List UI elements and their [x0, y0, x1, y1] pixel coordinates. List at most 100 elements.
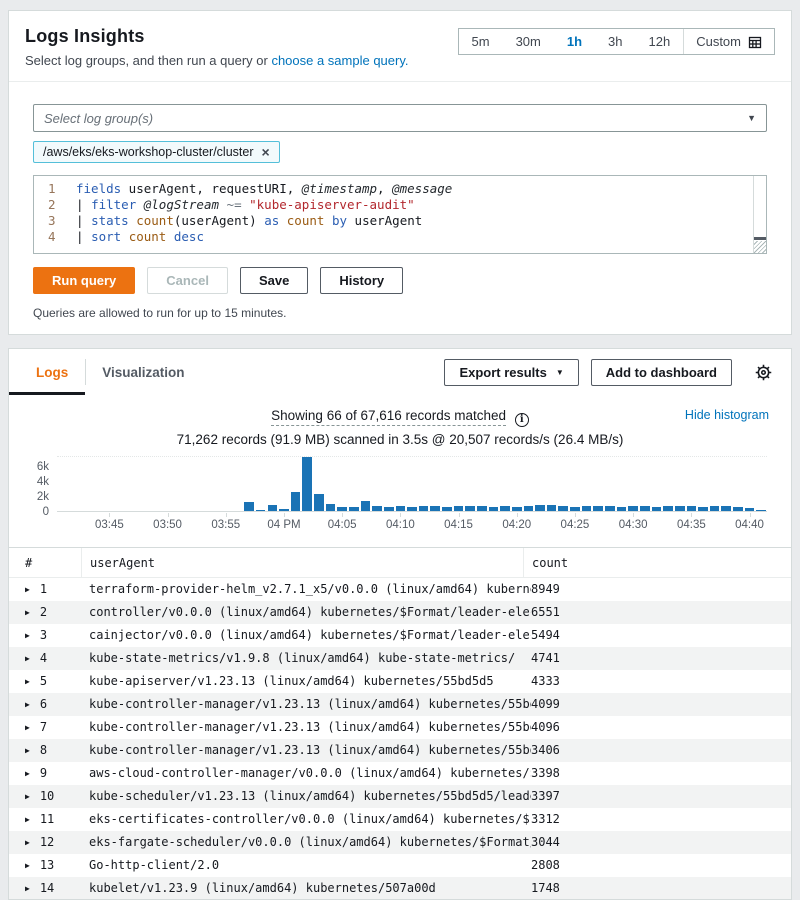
info-icon[interactable]: i — [514, 412, 529, 427]
column-header-index: # — [25, 555, 33, 570]
y-axis-label: 0 — [42, 505, 49, 518]
row-index: 6 — [39, 697, 48, 711]
query-editor[interactable]: 1 fields userAgent, requestURI, @timestam… — [33, 175, 767, 254]
expand-row-icon[interactable]: ▶ — [25, 722, 30, 732]
log-group-placeholder: Select log group(s) — [44, 110, 154, 126]
x-axis-label: 03:45 — [94, 518, 124, 531]
x-axis-tick — [458, 512, 460, 517]
line-number: 4 — [48, 229, 56, 244]
cell-count: 1748 — [531, 881, 560, 895]
results-histogram: 0 2k 4k 6k 03:45 03:50 03:55 04 PM 04:05 04:10 04… — [25, 455, 775, 536]
expand-row-icon[interactable]: ▶ — [25, 883, 30, 893]
sample-query-link[interactable]: choose a sample query. — [271, 53, 409, 68]
histogram-bar — [558, 505, 569, 511]
token-fn: count — [286, 213, 325, 228]
cell-count: 3397 — [531, 789, 560, 803]
results-panel: Logs Visualization Export results ▼ Add … — [8, 348, 792, 900]
editor-scrollbar[interactable] — [753, 176, 766, 253]
query-code: | filter @logStream ~= "kube-apiserver-a… — [76, 197, 752, 213]
log-group-select[interactable]: Select log group(s) ▼ — [33, 104, 767, 132]
query-code: fields userAgent, requestURI, @timestamp… — [76, 181, 752, 197]
token-st: "kube-apiserver-audit" — [249, 197, 415, 212]
histogram-bar — [570, 506, 580, 511]
token-tx: userAgent, requestURI, — [121, 181, 302, 196]
expand-row-icon[interactable]: ▶ — [25, 676, 30, 686]
hide-histogram-link[interactable]: Hide histogram — [684, 408, 769, 422]
expand-row-icon[interactable]: ▶ — [25, 630, 30, 640]
save-button[interactable]: Save — [239, 267, 309, 294]
cancel-button[interactable]: Cancel — [147, 267, 228, 294]
time-range-options: 5m 30m 1h 3h 12h — [459, 29, 684, 54]
line-number: 3 — [48, 213, 56, 228]
tab-visualization[interactable]: Visualization — [86, 349, 200, 395]
expand-row-icon[interactable]: ▶ — [25, 768, 30, 778]
expand-row-icon[interactable]: ▶ — [25, 860, 30, 870]
time-range-option-1h[interactable]: 1h — [566, 34, 583, 49]
column-header-count: count — [523, 547, 791, 578]
time-range-option-3h[interactable]: 3h — [608, 34, 623, 49]
settings-button[interactable] — [752, 361, 775, 384]
page-subtitle: Select log groups, and then run a query … — [25, 53, 458, 68]
query-code: | stats count(userAgent) as count by use… — [76, 213, 752, 229]
tab-logs[interactable]: Logs — [9, 349, 86, 395]
histogram-bar — [442, 506, 452, 511]
y-axis-label: 4k — [36, 475, 49, 488]
time-range-divider — [683, 29, 685, 54]
token-kw: desc — [173, 229, 204, 244]
line-number: 2 — [48, 197, 56, 212]
custom-time-button[interactable]: Custom — [684, 29, 774, 54]
expand-row-icon[interactable]: ▶ — [25, 837, 30, 847]
x-axis-label: 04:15 — [444, 518, 473, 531]
token-tx — [279, 213, 287, 228]
token-fd: @logStream — [143, 197, 220, 212]
page-title: Logs Insights — [25, 26, 145, 46]
expand-row-icon[interactable]: ▶ — [25, 791, 30, 801]
histogram-bar — [535, 504, 545, 511]
histogram-bar — [605, 505, 615, 511]
histogram-bar — [581, 505, 592, 511]
expand-row-icon[interactable]: ▶ — [25, 745, 30, 755]
editor-resize-handle[interactable] — [754, 241, 766, 253]
histogram-bar — [744, 507, 755, 511]
close-icon[interactable]: × — [261, 144, 270, 160]
token-tx: , — [377, 181, 393, 196]
run-query-button[interactable]: Run query — [33, 267, 136, 294]
export-results-button[interactable]: Export results ▼ — [444, 358, 579, 386]
cell-useragent: eks-certificates-controller/v0.0.0 (linu… — [89, 812, 531, 826]
x-axis-tick — [749, 512, 751, 517]
expand-row-icon[interactable]: ▶ — [25, 653, 30, 663]
query-line: 2 | filter @logStream ~= "kube-apiserver-… — [34, 197, 752, 213]
histogram-bar — [651, 506, 662, 511]
expand-row-icon[interactable]: ▶ — [25, 814, 30, 824]
histogram-bar — [337, 506, 347, 511]
cell-count: 3406 — [531, 743, 560, 757]
records-matched-line: Showing 66 of 67,616 records matched i — [9, 408, 791, 427]
token-kw: fields — [76, 181, 122, 196]
time-range-option-12h[interactable]: 12h — [648, 34, 671, 49]
histogram-bar — [244, 501, 254, 511]
gear-icon — [755, 364, 772, 380]
log-group-chip-label: /aws/eks/eks-workshop-cluster/cluster — [43, 145, 254, 159]
histogram-bar — [453, 505, 464, 511]
expand-row-icon[interactable]: ▶ — [25, 607, 30, 617]
chevron-down-icon: ▼ — [747, 113, 756, 123]
table-row: ▶ 5 kube-apiserver/v1.23.13 (linux/amd64) … — [9, 670, 791, 693]
expand-row-icon[interactable]: ▶ — [25, 699, 30, 709]
histogram-plot: 03:45 03:50 03:55 04 PM 04:05 04:10 04:15 04:20… — [57, 455, 767, 531]
history-button[interactable]: History — [320, 267, 404, 294]
histogram-bar — [279, 508, 289, 511]
row-index: 2 — [39, 605, 48, 619]
time-range-option-5m[interactable]: 5m — [471, 34, 490, 49]
x-axis-label: 04:20 — [502, 518, 532, 531]
x-axis-label: 04:25 — [560, 518, 590, 531]
expand-row-icon[interactable]: ▶ — [25, 584, 30, 594]
cell-count: 8949 — [531, 582, 560, 596]
table-row: ▶ 9 aws-cloud-controller-manager/v0.0.0 (l… — [9, 762, 791, 785]
time-range-option-30m[interactable]: 30m — [515, 34, 541, 49]
row-index: 4 — [39, 651, 48, 665]
cell-count: 4099 — [531, 697, 560, 711]
results-actions: Export results ▼ Add to dashboard — [444, 358, 791, 386]
add-to-dashboard-button[interactable]: Add to dashboard — [590, 358, 732, 386]
log-group-chip[interactable]: /aws/eks/eks-workshop-cluster/cluster × — [33, 141, 280, 163]
cell-useragent: cainjector/v0.0.0 (linux/amd64) kubernet… — [89, 628, 531, 642]
